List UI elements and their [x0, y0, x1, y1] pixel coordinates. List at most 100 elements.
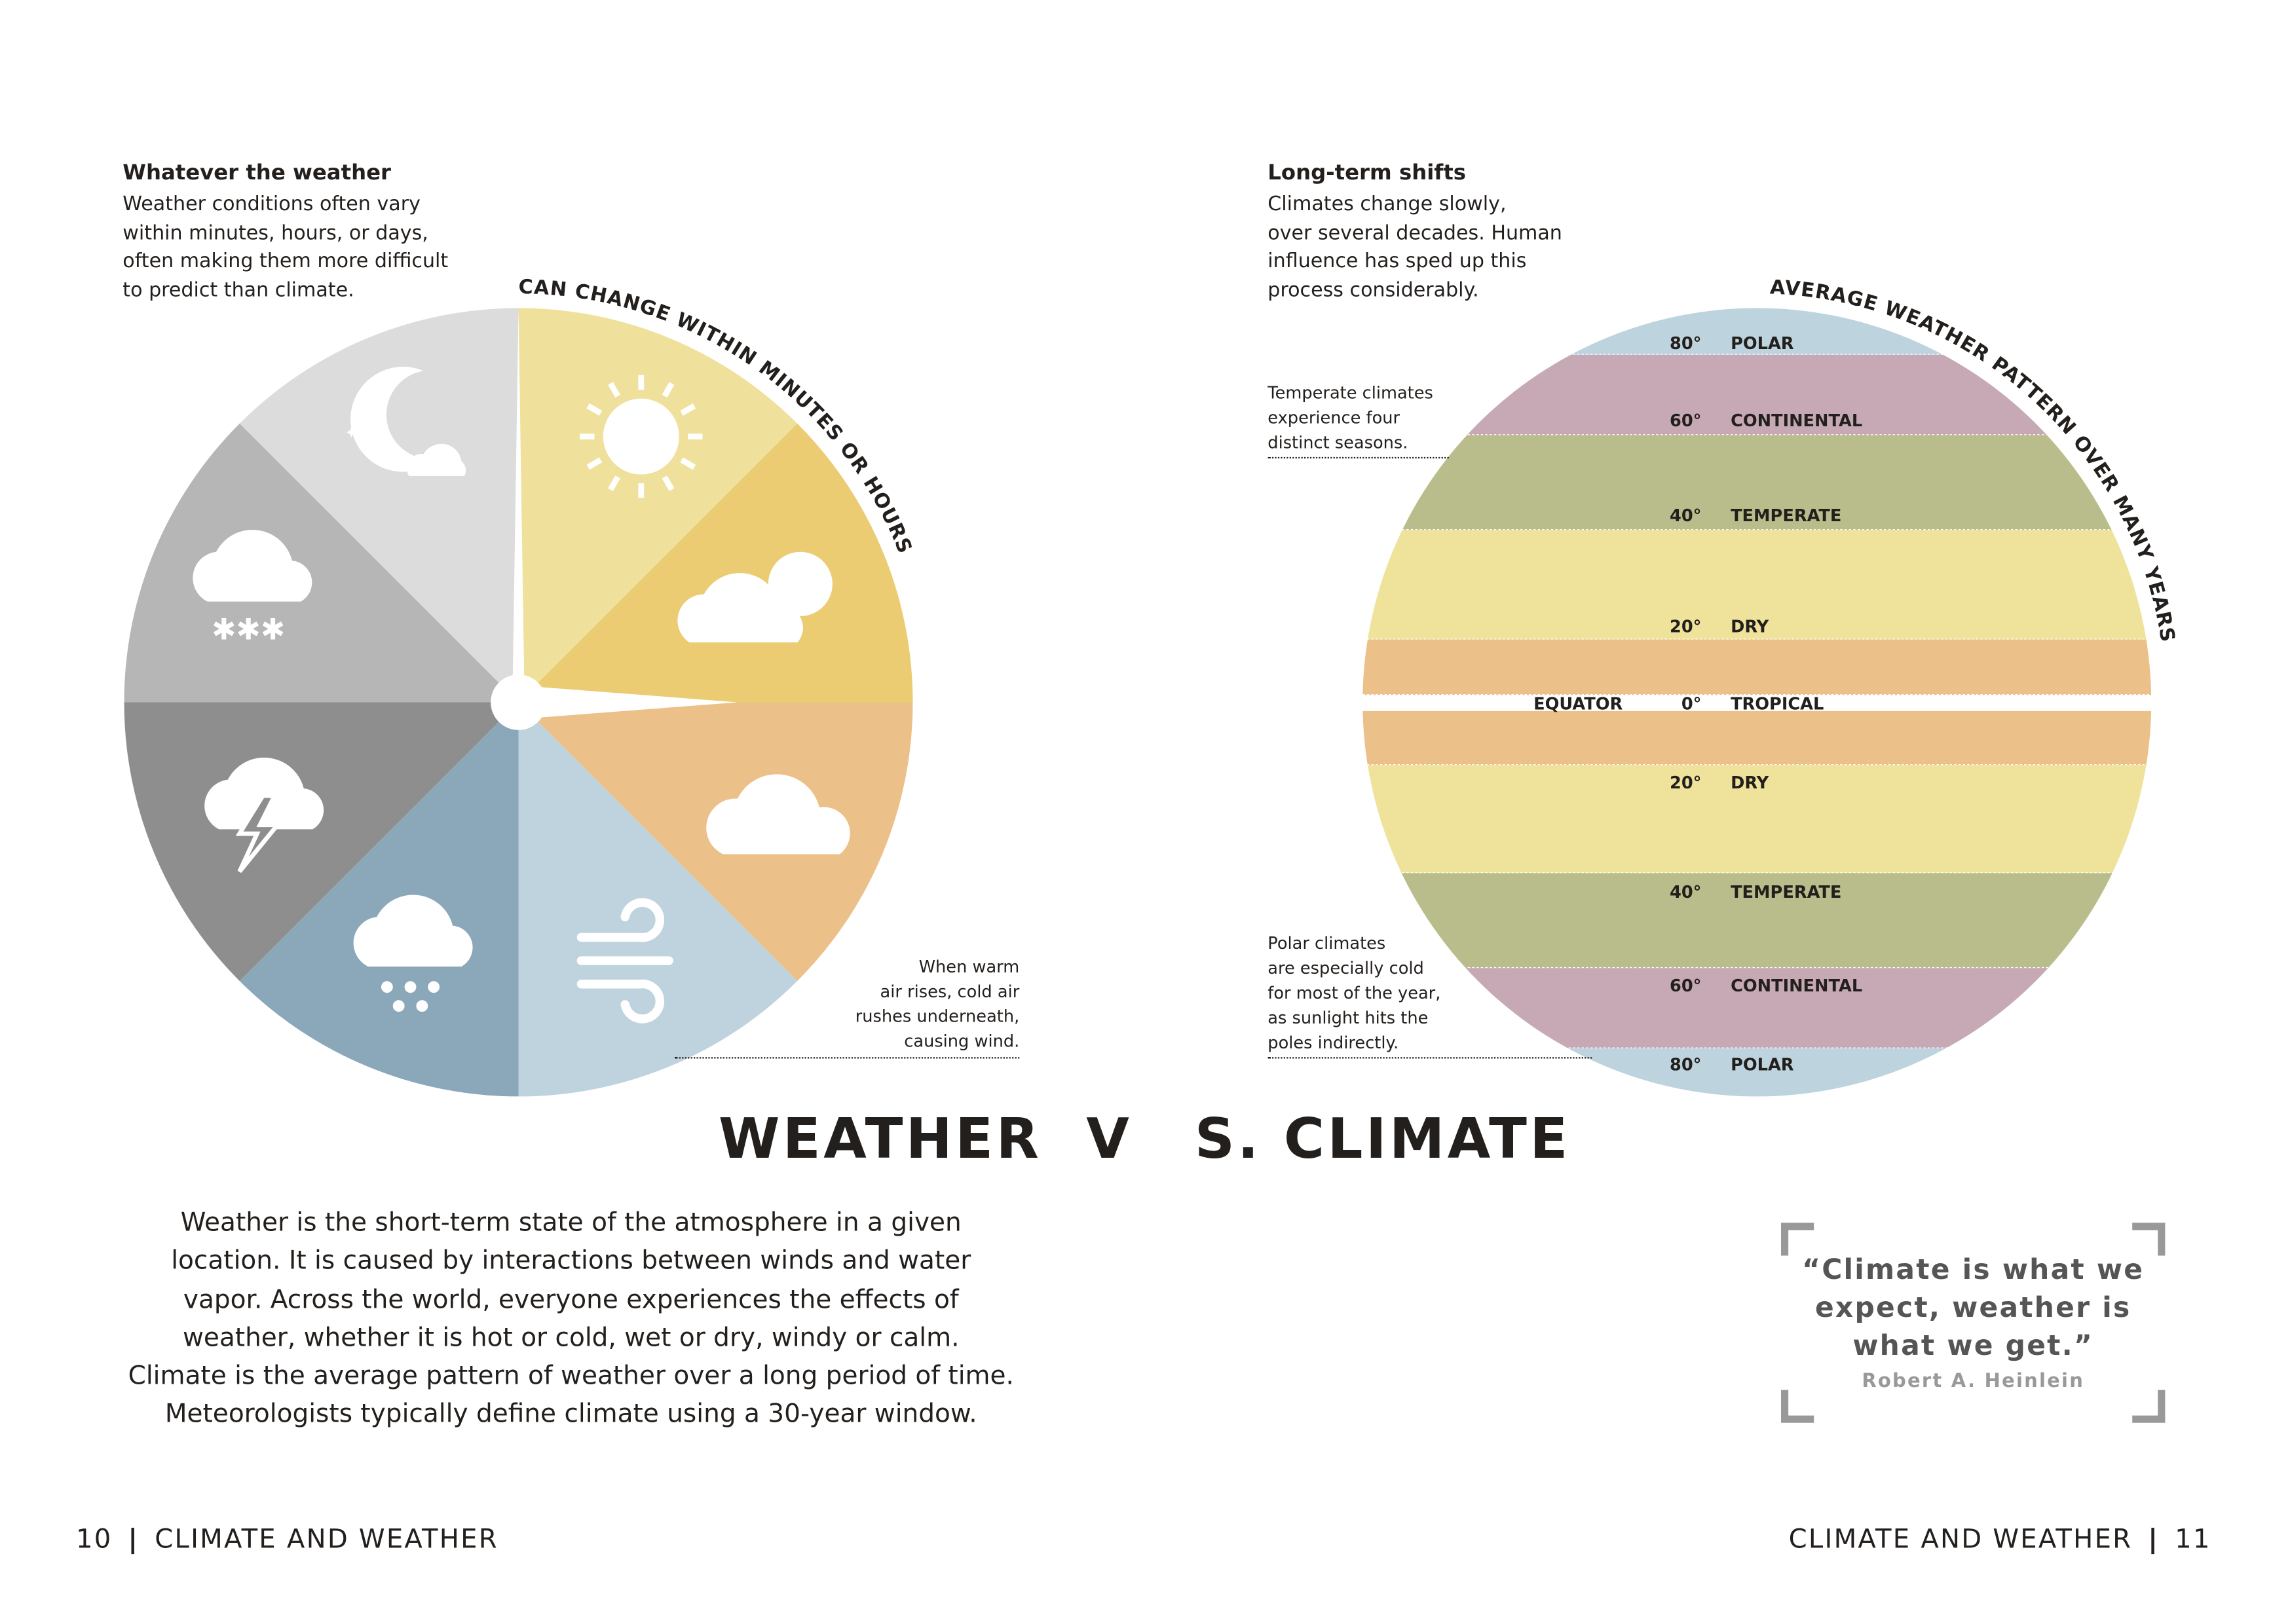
cloud-icon	[706, 774, 850, 855]
zone-label: DRY	[1731, 773, 1769, 793]
rain-icon	[353, 895, 473, 1012]
climate-band-temperate	[1362, 873, 2152, 969]
text-line: Weather is the short-term state of the a…	[180, 1209, 962, 1238]
sun-ray	[608, 382, 620, 398]
climate-band-temperate	[1362, 435, 2152, 530]
title-part-2: S. CLIMATE	[1194, 1107, 1571, 1172]
text-line: are especially cold	[1267, 957, 1424, 978]
section-title: CLIMATE AND WEATHER	[1788, 1524, 2133, 1555]
text-line: often making them more difficult	[122, 249, 449, 273]
wheel-segment-thunderstorm	[124, 702, 519, 982]
wheel-segment-wind	[518, 702, 798, 1097]
snow-icon: ✱✱✱	[193, 530, 312, 647]
text-line: causing wind.	[904, 1031, 1020, 1052]
sun-icon	[580, 375, 703, 498]
latitude-label: 80°	[1670, 1055, 1701, 1075]
footer-right: CLIMATE AND WEATHER | 11	[1788, 1524, 2211, 1555]
latitude-label: 60°	[1670, 976, 1701, 996]
right-intro: Climates change slowly, over several dec…	[1267, 191, 1562, 305]
temperate-note: Temperate climates experience four disti…	[1267, 381, 1433, 456]
text-line: influence has sped up this	[1267, 249, 1527, 273]
clock-hands	[491, 309, 738, 730]
latitude-label: 80°	[1670, 334, 1701, 354]
divider	[1267, 1057, 1592, 1059]
left-heading: Whatever the weather	[122, 162, 391, 186]
text-line: distinct seasons.	[1267, 432, 1408, 453]
text-line: to predict than climate.	[122, 278, 354, 302]
footer-left: 10 | CLIMATE AND WEATHER	[75, 1524, 498, 1555]
wheel-segment-snow	[124, 423, 519, 703]
quote: “Climate is what we expect, weather is w…	[1783, 1251, 2163, 1365]
text-line: When warm	[918, 956, 1020, 977]
latitude-label: 40°	[1670, 883, 1701, 902]
section-title: CLIMATE AND WEATHER	[155, 1524, 498, 1555]
climate-band-dry	[1362, 765, 2152, 874]
quote-brackets	[1780, 1223, 2166, 1423]
left-intro: Weather conditions often vary within min…	[122, 191, 448, 305]
zone-label: CONTINENTAL	[1731, 411, 1862, 431]
equator-label: EQUATOR	[1533, 695, 1623, 714]
latitude-label: 40°	[1670, 506, 1701, 526]
latitude-label: 20°	[1670, 773, 1701, 793]
divider	[1267, 456, 1449, 459]
sun-ray	[586, 403, 603, 416]
text-line: poles indirectly.	[1267, 1032, 1399, 1053]
text-line: Meteorologists typically define climate …	[164, 1401, 977, 1430]
text-line: process considerably.	[1267, 278, 1479, 302]
text-line: location. It is caused by interactions b…	[171, 1247, 971, 1277]
climate-band-tropical	[1362, 710, 2152, 766]
sun-behind-cloud-icon	[677, 551, 833, 643]
text-line: within minutes, hours, or days,	[122, 221, 428, 245]
climate-band-dry	[1362, 530, 2152, 640]
page-number: 10	[75, 1524, 113, 1555]
zone-label: CONTINENTAL	[1731, 976, 1862, 996]
text-line: Climate is the average pattern of weathe…	[128, 1362, 1014, 1392]
text-line: over several decades. Human	[1267, 221, 1562, 245]
zone-label: POLAR	[1731, 1055, 1794, 1075]
zone-label: POLAR	[1731, 334, 1794, 354]
thunderstorm-icon	[204, 757, 324, 874]
text-line: rushes underneath,	[855, 1006, 1020, 1027]
climate-band-tropical	[1362, 639, 2152, 695]
quote-line: what we get.”	[1852, 1330, 2094, 1363]
polar-note: Polar climates are especially cold for m…	[1267, 931, 1440, 1056]
text-line: Climates change slowly,	[1267, 193, 1507, 216]
latitude-label: 60°	[1670, 411, 1701, 431]
wind-icon	[576, 898, 673, 1024]
zone-label: TROPICAL	[1731, 695, 1824, 714]
right-heading: Long-term shifts	[1267, 162, 1467, 186]
quote-author: Robert A. Heinlein	[1862, 1371, 2085, 1393]
quote-line: expect, weather is	[1814, 1292, 2131, 1325]
sun-ray	[680, 403, 696, 416]
zone-label: DRY	[1731, 617, 1769, 637]
svg-text:✦: ✦	[358, 392, 380, 422]
text-line: Polar climates	[1267, 932, 1386, 953]
latitude-label: 0°	[1681, 695, 1702, 714]
svg-text:✦: ✦	[345, 423, 358, 442]
wind-note: When warm air rises, cold air rushes und…	[789, 955, 1020, 1054]
clock-center	[491, 674, 546, 730]
sun-ray	[662, 475, 675, 491]
quote-line: “Climate is what we	[1802, 1254, 2145, 1287]
text-line: Weather conditions often vary	[122, 193, 421, 216]
text-line: for most of the year,	[1267, 982, 1441, 1003]
moon-stars-icon: ✦✦	[345, 367, 466, 476]
sun-ray	[680, 457, 696, 470]
text-line: experience four	[1267, 407, 1400, 428]
divider	[675, 1057, 1020, 1059]
sun-ray	[608, 475, 620, 491]
wheel-segment-moon-stars	[239, 308, 519, 703]
hour-hand	[512, 309, 525, 686]
svg-text:✱✱✱: ✱✱✱	[212, 613, 285, 647]
body-text: Weather is the short-term state of the a…	[103, 1204, 1038, 1435]
title-part-1: WEATHER V	[718, 1107, 1133, 1172]
page-number: 11	[2175, 1524, 2211, 1555]
text-line: weather, whether it is hot or cold, wet …	[182, 1324, 960, 1354]
wheel-segment-sun-behind-cloud	[518, 423, 913, 703]
text-line: Temperate climates	[1267, 382, 1433, 403]
text-line: vapor. Across the world, everyone experi…	[183, 1285, 959, 1315]
text-line: as sunlight hits the	[1267, 1007, 1429, 1028]
latitude-label: 20°	[1670, 617, 1701, 637]
